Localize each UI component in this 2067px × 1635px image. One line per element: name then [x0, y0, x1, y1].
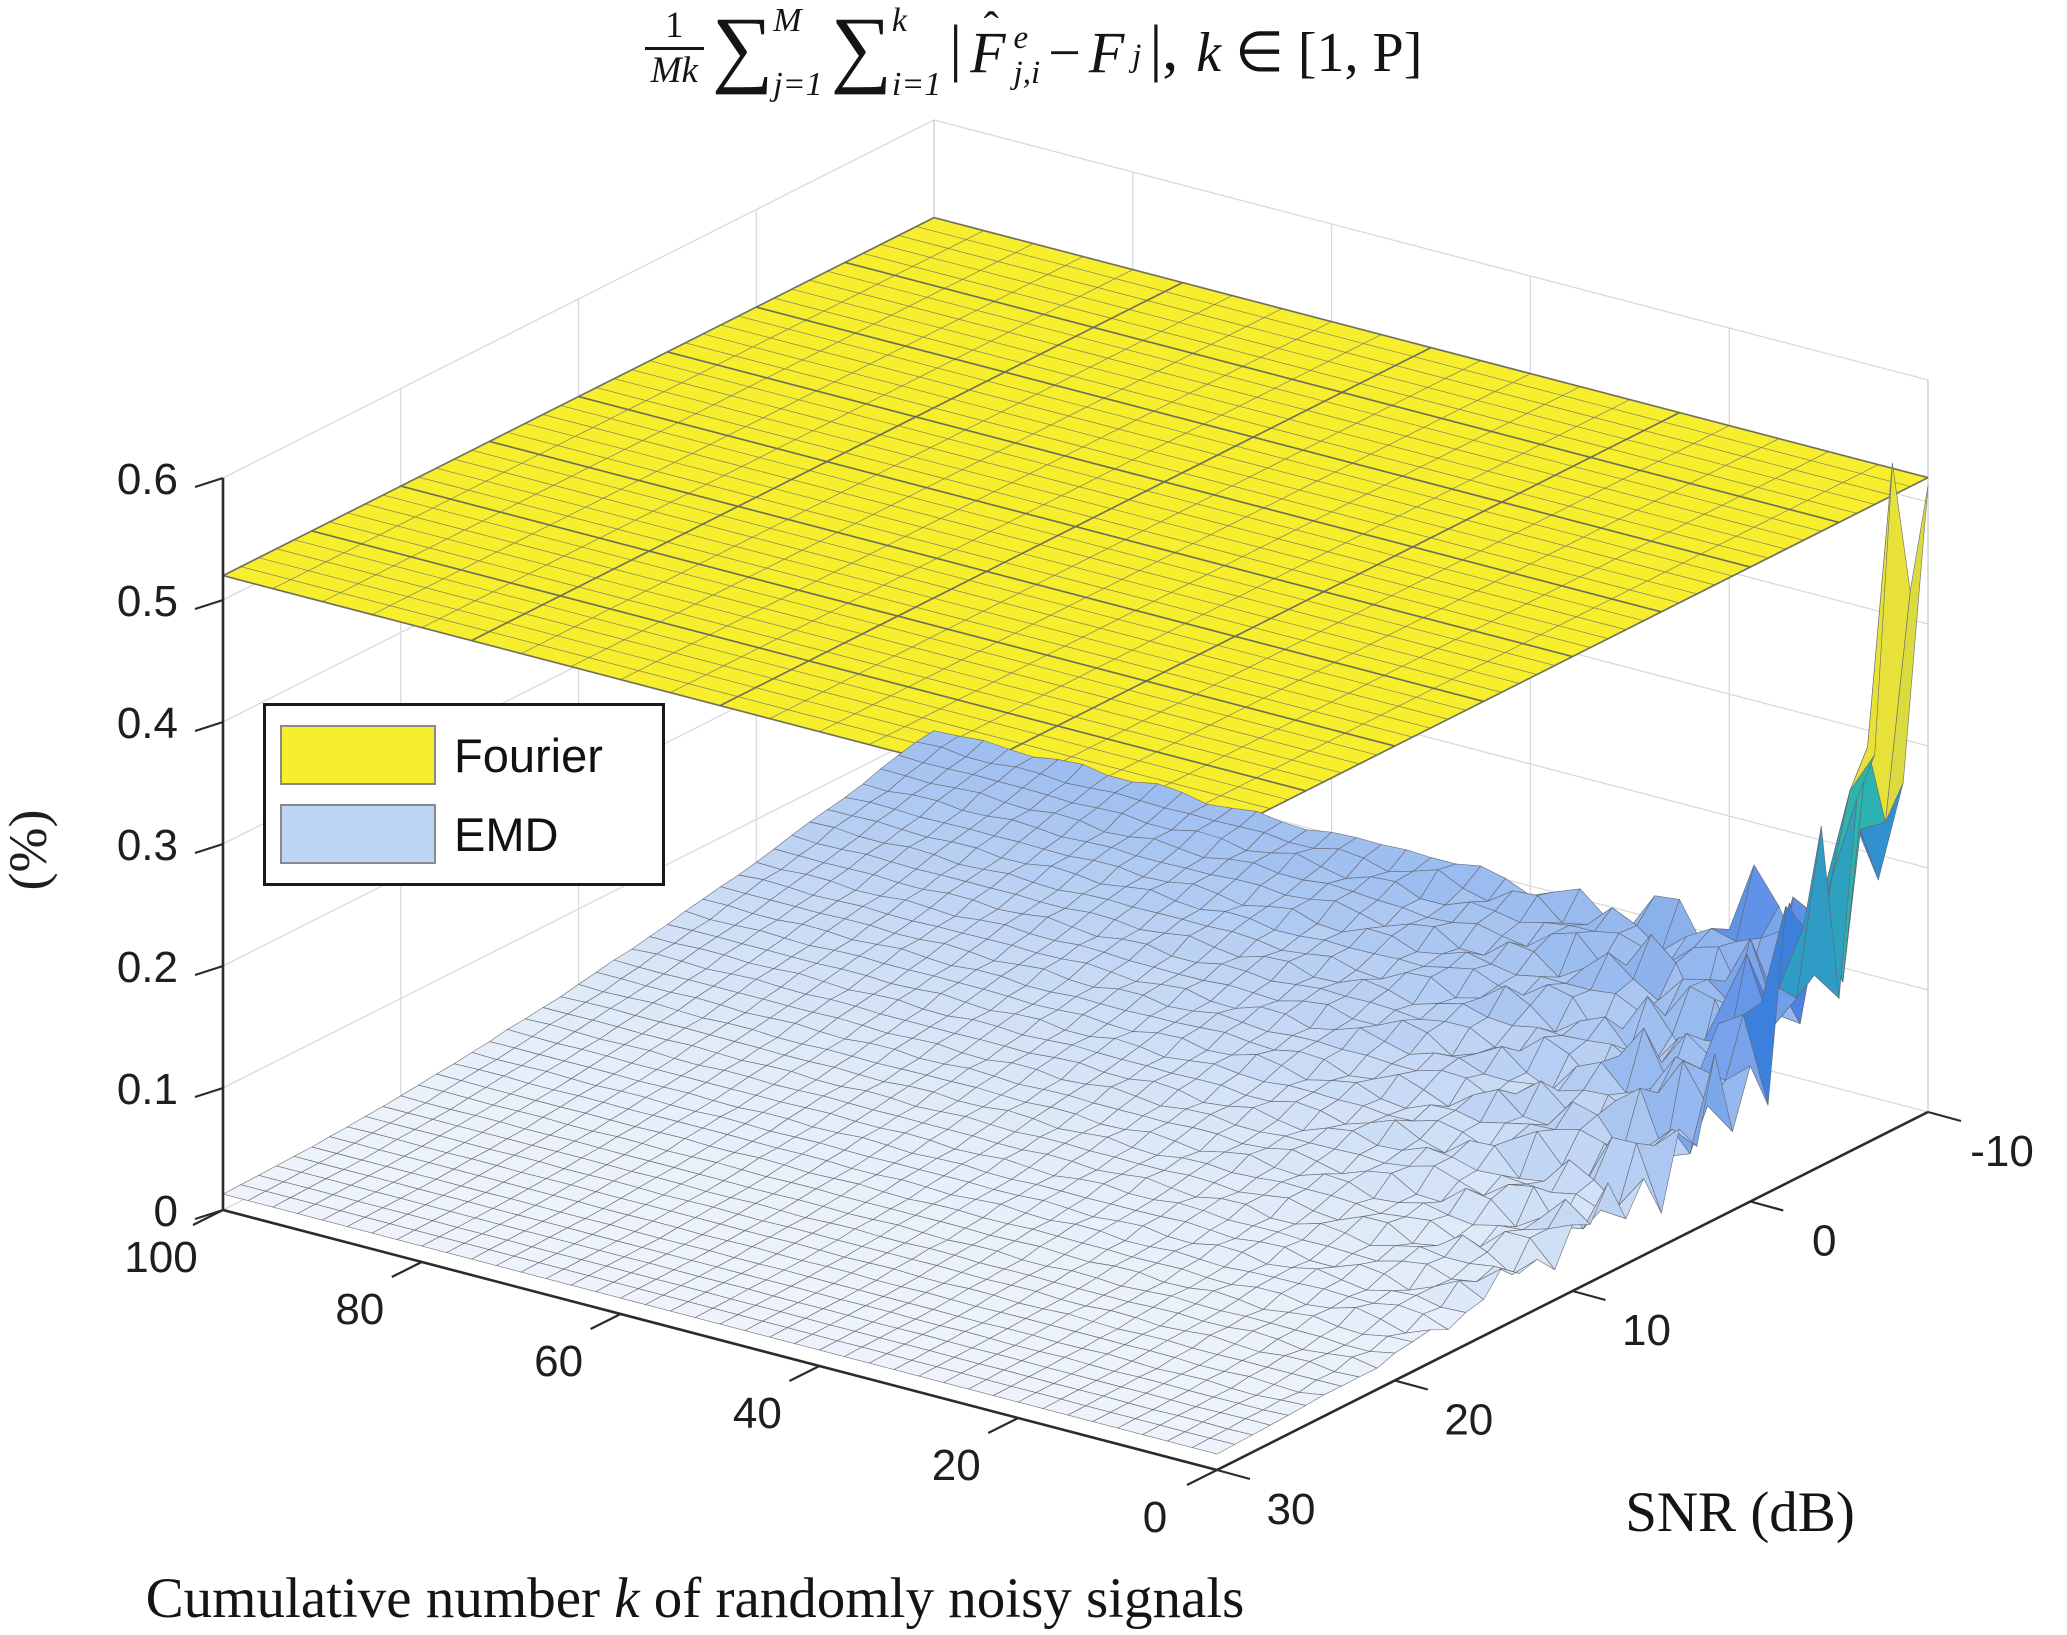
x-tick [1186, 1469, 1218, 1486]
emd-label: EMD [454, 807, 559, 861]
z-tick [194, 1086, 224, 1099]
z-tick-label: 0.4 [117, 699, 178, 748]
f-true-sub: j [1132, 37, 1142, 74]
minus-sign: − [1048, 19, 1081, 85]
fourier-swatch [280, 725, 436, 785]
y-tick-label: 10 [1622, 1306, 1671, 1355]
z-tick-label: 0.1 [117, 1065, 178, 1114]
y-tick-label: 30 [1267, 1485, 1316, 1534]
x-tick-label: 100 [124, 1233, 197, 1282]
x-tick-label: 0 [1143, 1493, 1167, 1542]
x-tick [788, 1365, 820, 1382]
title-fraction: 1 Mk [644, 5, 704, 91]
axes-lines [192, 476, 1962, 1486]
legend: Fourier EMD [263, 703, 665, 886]
fourier-label: Fourier [454, 728, 603, 782]
legend-item-emd: EMD [280, 804, 662, 864]
sum2-lower: i=1 [891, 66, 942, 103]
fourier-major-line [968, 411, 1680, 772]
sum1-lower: j=1 [773, 66, 823, 103]
z-tick [194, 598, 224, 611]
y-tick [1394, 1379, 1429, 1391]
y-tick-label: 0 [1812, 1217, 1836, 1266]
y-tick [1750, 1200, 1784, 1212]
y-tick-label: 20 [1444, 1396, 1493, 1445]
sum1-upper: M [773, 2, 802, 39]
fourier-surface [222, 216, 1929, 837]
f-true: F [1088, 19, 1125, 85]
z-tick [194, 1208, 224, 1221]
x-tick [987, 1417, 1019, 1434]
x-axis-label: Cumulative number k of randomly noisy si… [145, 1567, 1245, 1630]
y-tick [1216, 1468, 1251, 1481]
emd-surface [222, 462, 1929, 1455]
z-axis-label: (%) [0, 810, 58, 891]
z-tick [194, 476, 224, 489]
emd-face [1191, 1437, 1236, 1455]
z-tick-label: 0.2 [117, 943, 178, 992]
abs-bar-open: | [949, 12, 963, 83]
fhat-sup-sub: e j,i [1013, 20, 1041, 91]
x-tick [391, 1261, 423, 1278]
fourier-major-line [719, 346, 1432, 707]
x-axis [222, 1208, 1218, 1472]
fraction-denominator: Mk [644, 46, 704, 91]
z-tick-label: 0 [154, 1187, 178, 1236]
y-tick [1572, 1289, 1606, 1302]
sum2-upper: k [891, 2, 907, 39]
y-tick-label: -10 [1970, 1127, 2034, 1176]
fraction-numerator: 1 [665, 5, 684, 47]
y-axis-label: SNR (dB) [1625, 1481, 1855, 1544]
x-tick-label: 60 [534, 1337, 583, 1386]
z-tick-label: 0.6 [117, 455, 178, 504]
z-tick [194, 842, 224, 855]
x-tick [590, 1313, 622, 1330]
legend-item-fourier: Fourier [280, 725, 662, 785]
z-tick-label: 0.5 [117, 577, 178, 626]
z-tick-label: 0.3 [117, 821, 178, 870]
y-tick [1927, 1110, 1962, 1123]
wall-gridline-z [933, 119, 1929, 381]
abs-bar-close: |, [1149, 12, 1179, 83]
hat-accent: ˆ [983, 3, 999, 54]
title-sum-2: ∑ k i=1 [830, 0, 942, 103]
x-tick-label: 20 [932, 1441, 981, 1490]
emd-swatch [280, 804, 436, 864]
fourier-major-line [222, 216, 935, 577]
fourier-major-line [471, 281, 1183, 642]
title-range: k ∈ [1, P] [1196, 21, 1423, 84]
fourier-major-line [1216, 476, 1929, 837]
x-tick-label: 80 [335, 1285, 384, 1334]
title-sum-1: ∑ M j=1 [711, 0, 823, 103]
z-tick [194, 720, 224, 733]
z-tick [194, 964, 224, 977]
x-tick-label: 40 [733, 1389, 782, 1438]
